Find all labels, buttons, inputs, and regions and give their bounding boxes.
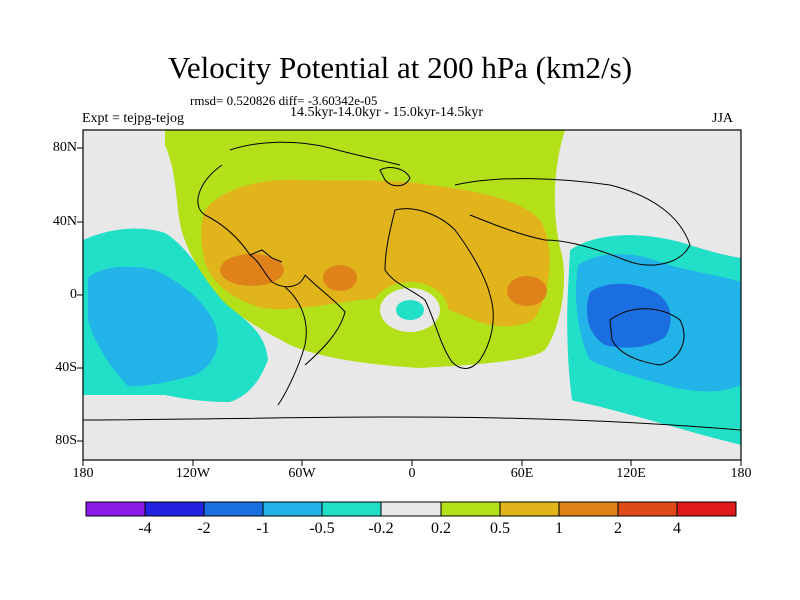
x-tick-label: 120E xyxy=(616,466,646,481)
y-tick-label: 0 xyxy=(70,287,77,302)
x-tick-label: 120W xyxy=(175,466,211,481)
colorbar-swatch-8 xyxy=(499,501,560,517)
colorbar-swatch-6 xyxy=(380,501,442,517)
colorbar-swatch-7 xyxy=(440,501,501,517)
contour-darkorange-africa xyxy=(507,276,547,306)
y-tick-label: 40S xyxy=(55,360,77,375)
contour-darkorange-caribbean xyxy=(220,254,284,286)
colorbar-swatch-2 xyxy=(144,501,205,517)
colorbar-label: -0.2 xyxy=(368,520,394,537)
colorbar-swatch-3 xyxy=(203,501,264,517)
colorbar-label: -0.5 xyxy=(309,520,335,537)
colorbar-label: 4 xyxy=(673,520,681,537)
colorbar-swatch-11 xyxy=(676,501,737,517)
map-title: Velocity Potential at 200 hPa (km2/s) xyxy=(167,50,633,85)
x-tick-label: 60W xyxy=(288,466,316,481)
colorbar-swatch-1 xyxy=(85,501,146,517)
period-line: 14.5kyr-14.0kyr - 15.0kyr-14.5kyr xyxy=(290,105,484,120)
x-tick-label: 0 xyxy=(408,466,416,481)
contour-blue-indopacific xyxy=(586,283,671,348)
x-tick-label: 60E xyxy=(510,466,534,481)
colorbar-label: -1 xyxy=(256,520,270,537)
colorbar-swatch-10 xyxy=(617,501,678,517)
experiment-label: Expt = tejpg-tejog xyxy=(82,111,184,126)
contour-darkorange-atlantic xyxy=(323,265,357,291)
x-tick-label: 180 xyxy=(730,466,752,481)
colorbar-label: 0.5 xyxy=(490,520,510,537)
colorbar-label: 1 xyxy=(555,520,563,537)
contour-cyan-hole xyxy=(396,300,424,320)
stats-line: rmsd= 0.520826 diff= -3.60342e-05 xyxy=(190,93,378,108)
axis-ticks xyxy=(77,147,742,466)
colorbar-swatch-9 xyxy=(558,501,619,517)
y-tick-label: 80N xyxy=(52,140,77,155)
colorbar-swatch-5 xyxy=(321,501,382,517)
colorbar-label: 2 xyxy=(614,520,622,537)
colorbar xyxy=(85,501,737,517)
coastlines xyxy=(83,141,741,431)
contour-grey-antarctic xyxy=(83,387,741,460)
y-tick-label: 80S xyxy=(55,433,77,448)
season-label: JJA xyxy=(712,111,734,126)
contour-field xyxy=(83,130,741,460)
y-tick-label: 40N xyxy=(52,214,77,229)
colorbar-label: -2 xyxy=(197,520,211,537)
x-tick-label: 180 xyxy=(72,466,94,481)
colorbar-label: -4 xyxy=(138,520,152,537)
contour-lightblue-pacific xyxy=(88,266,218,387)
colorbar-label: 0.2 xyxy=(431,520,451,537)
colorbar-swatch-4 xyxy=(262,501,323,517)
